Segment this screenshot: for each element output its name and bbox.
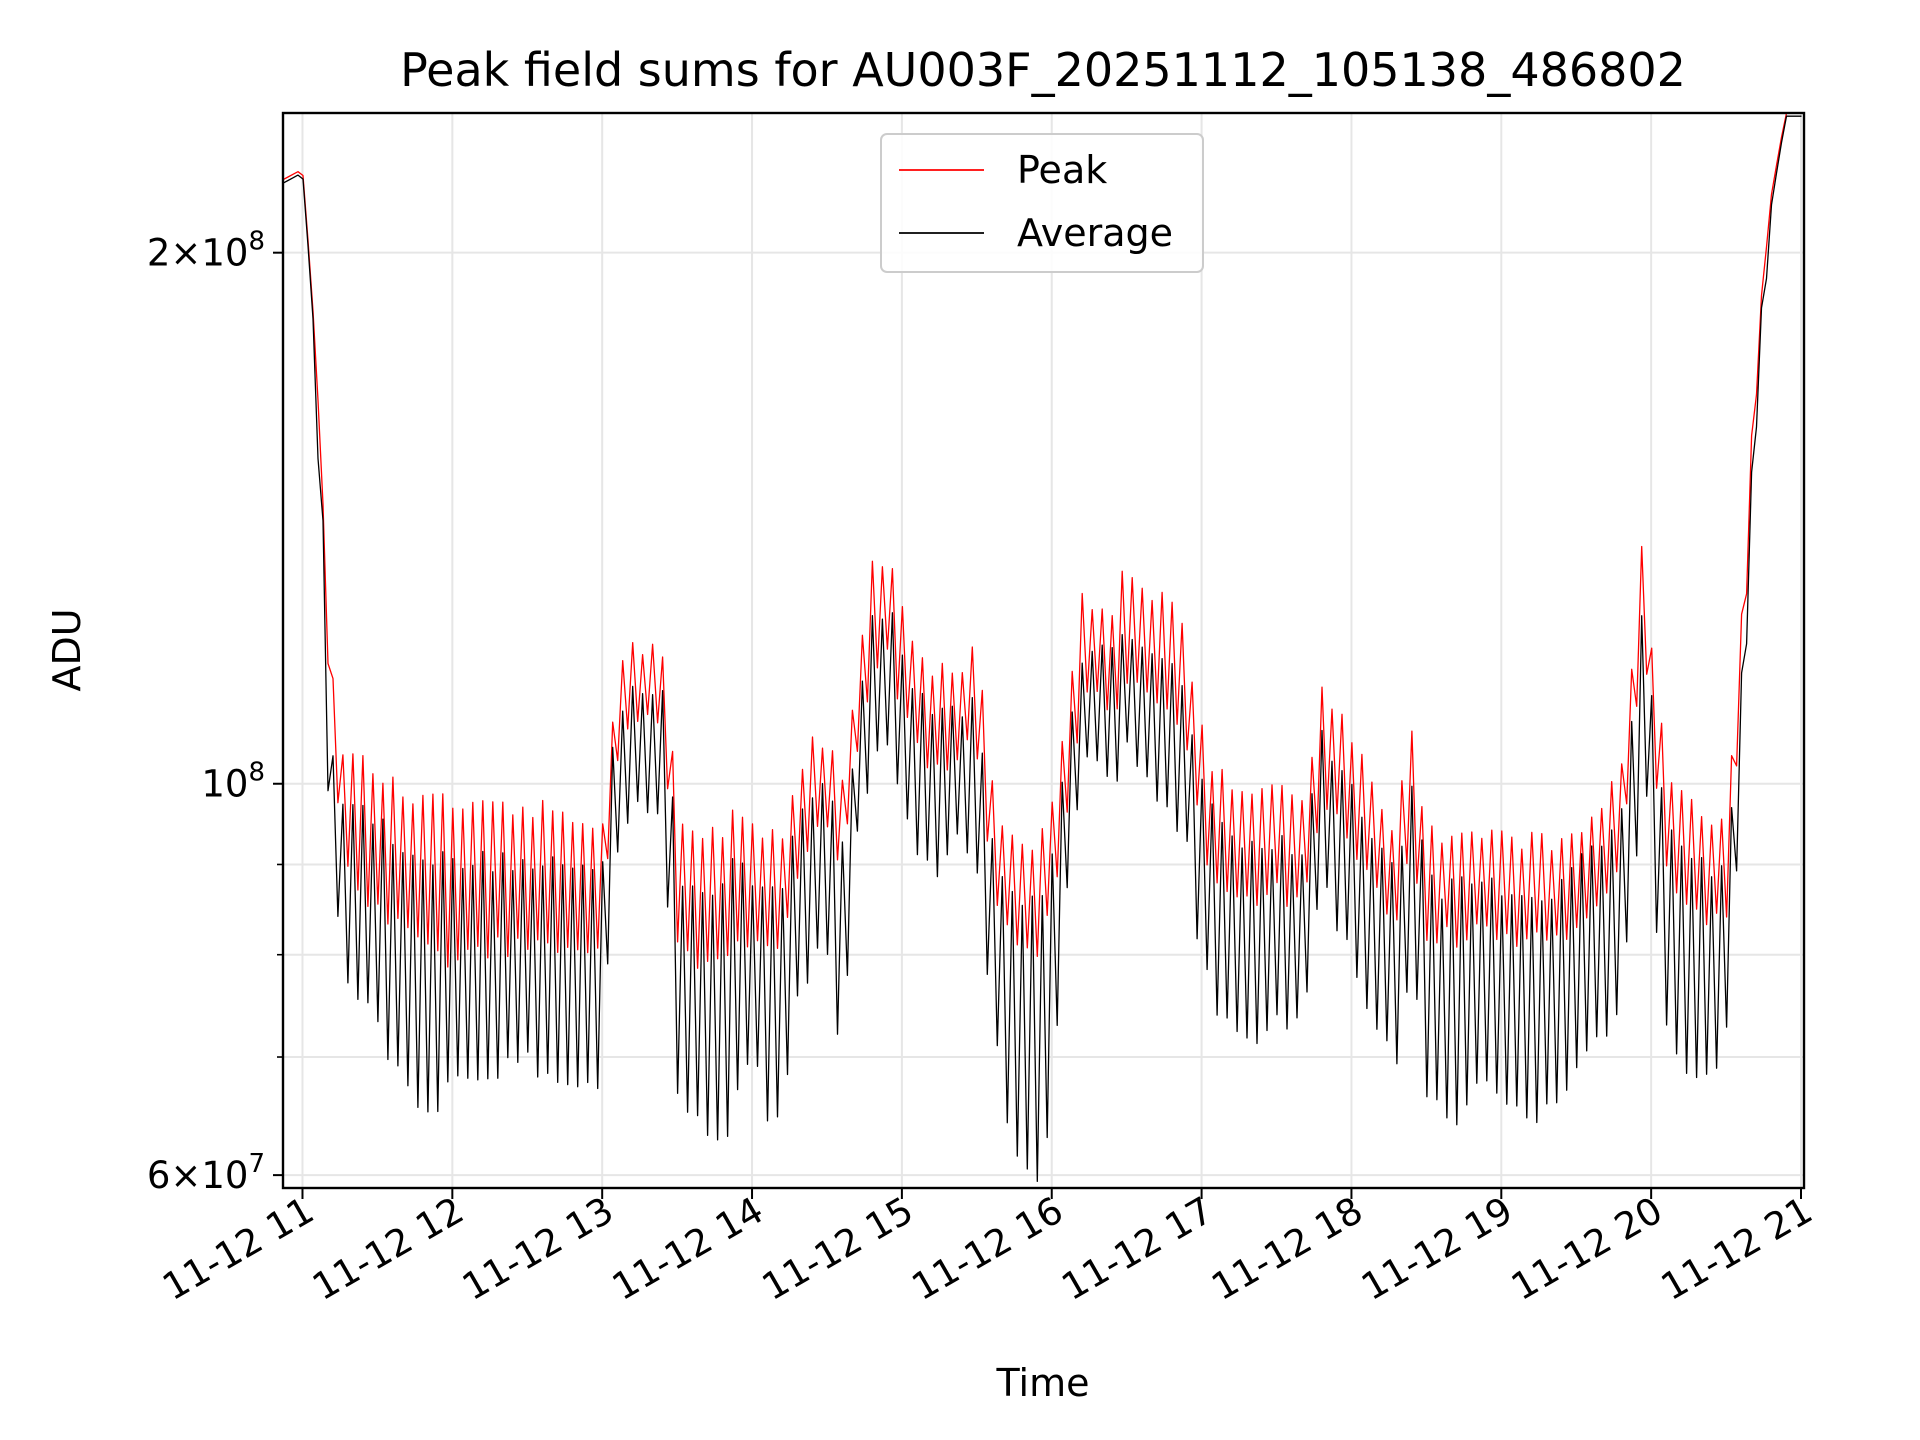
x-axis-label: Time [996,1361,1090,1405]
chart-title: Peak field sums for AU003F_20251112_1051… [400,43,1686,97]
legend-average-label: Average [1017,211,1173,255]
y-tick-label: 6×107 [147,1149,265,1197]
y-tick-label: 2×108 [147,227,265,275]
series-layer [282,112,1802,1183]
legend: Peak Average [880,133,1204,273]
series-line-peak [282,112,1802,969]
legend-peak-label: Peak [1017,148,1107,192]
legend-box [880,133,1204,273]
series-line-average [282,115,1802,1183]
y-axis-label: ADU [45,608,89,691]
plot-frame [281,111,1806,1190]
